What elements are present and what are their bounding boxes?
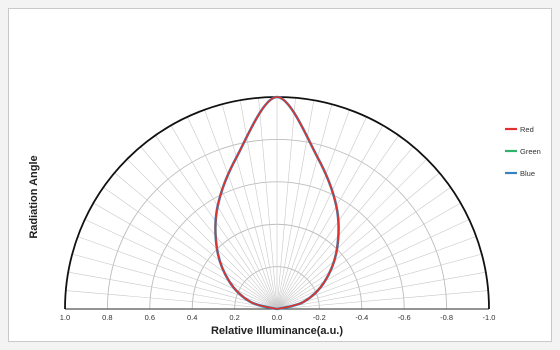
x-tick-label: -0.2 — [313, 313, 326, 322]
x-tick-label: -0.6 — [398, 313, 411, 322]
grid-spoke — [276, 290, 489, 310]
grid-spoke — [93, 202, 278, 310]
grid-spoke — [72, 253, 278, 310]
grid-spoke — [170, 125, 278, 310]
grid-spoke — [221, 104, 278, 310]
grid-spoke — [140, 146, 278, 310]
grid-spoke — [276, 158, 428, 310]
y-axis-title: Radiation Angle — [28, 155, 40, 238]
grid-spoke — [68, 271, 278, 310]
x-tick-label: -0.8 — [440, 313, 453, 322]
grid-spoke — [276, 172, 440, 310]
x-tick-label: 0.2 — [229, 313, 239, 322]
grid-spoke — [276, 271, 486, 310]
grid-spoke — [126, 158, 278, 310]
x-tick-label: 0.8 — [102, 313, 112, 322]
legend-label-green: Green — [520, 147, 541, 156]
x-tick-label: -1.0 — [483, 313, 496, 322]
grid-spoke — [276, 109, 350, 310]
x-tick-label: -0.4 — [355, 313, 368, 322]
grid-spoke — [276, 219, 470, 310]
legend-label-red: Red — [520, 125, 534, 134]
grid-spoke — [276, 125, 384, 310]
grid-spoke — [114, 172, 278, 310]
series-line-red — [214, 96, 340, 310]
grid-spoke — [276, 146, 414, 310]
grid-spoke — [65, 290, 278, 310]
x-tick-label: 0.6 — [145, 313, 155, 322]
legend-label-blue: Blue — [520, 169, 535, 178]
grid-spoke — [276, 104, 333, 310]
grid-spoke — [276, 187, 451, 310]
legend: Red Green Blue — [505, 125, 541, 178]
polar-chart: 1.0 0.8 0.6 0.4 0.2 0.0 -0.2 -0.4 -0.6 -0.8 -1.0 R… — [28, 95, 541, 337]
grid-spoke — [187, 116, 278, 310]
chart-frame: 1.0 0.8 0.6 0.4 0.2 0.0 -0.2 -0.4 -0.6 -0.8 -1.0 R… — [8, 8, 552, 342]
grid-spoke — [276, 116, 367, 310]
x-tick-labels: 1.0 0.8 0.6 0.4 0.2 0.0 -0.2 -0.4 -0.6 -0.8 -1.0 — [60, 313, 496, 322]
x-tick-label: 0.4 — [187, 313, 197, 322]
grid-spoke — [204, 109, 278, 310]
polar-grid — [64, 96, 490, 310]
grid-spoke — [103, 187, 278, 310]
grid-spoke — [276, 253, 482, 310]
x-tick-label: 1.0 — [60, 313, 70, 322]
grid-spoke — [258, 97, 278, 310]
x-tick-label: 0.0 — [272, 313, 282, 322]
x-axis-title: Relative Illuminance(a.u.) — [211, 325, 343, 337]
grid-spoke — [84, 219, 278, 310]
grid-spoke — [276, 97, 296, 310]
series-layer — [214, 95, 340, 311]
grid-spoke — [276, 202, 461, 310]
